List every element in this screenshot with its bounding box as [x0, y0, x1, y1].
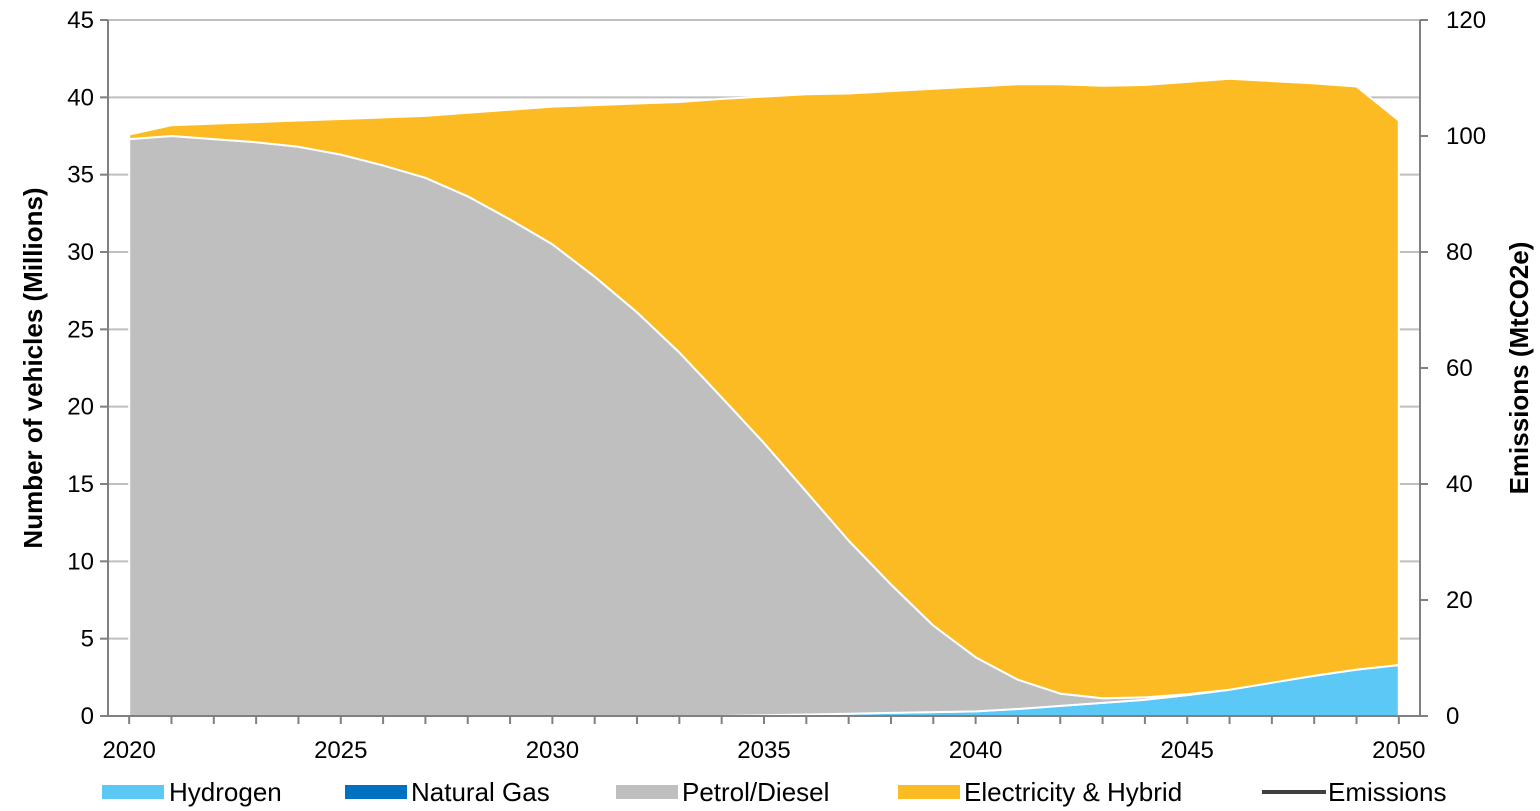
y-tick-label: 40 [67, 84, 94, 111]
legend-label-hydrogen: Hydrogen [169, 777, 282, 807]
legend-swatch-hydrogen [102, 785, 164, 799]
legend-swatch-electricity-hybrid [898, 785, 960, 799]
x-tick-label: 2040 [949, 737, 1002, 764]
legend-swatch-petrol-diesel [616, 785, 678, 799]
area-electricity-hybrid [128, 77, 1400, 700]
x-tick-label: 2050 [1372, 737, 1425, 764]
y-tick-label: 0 [81, 703, 94, 730]
y2-tick-label: 120 [1446, 7, 1486, 34]
y-tick-label: 10 [67, 548, 94, 575]
y2-tick-label: 40 [1446, 471, 1473, 498]
area-series [128, 77, 1400, 717]
y-tick-label: 45 [67, 7, 94, 34]
legend: Hydrogen Natural Gas Petrol/Diesel Electric… [102, 777, 1446, 807]
y-tick-label: 35 [67, 162, 94, 189]
y-tick-label: 25 [67, 316, 94, 343]
x-tick-label: 2045 [1161, 737, 1214, 764]
y-tick-label: 20 [67, 394, 94, 421]
x-tick-label: 2030 [526, 737, 579, 764]
y2-tick-label: 100 [1446, 123, 1486, 150]
x-tick-label: 2020 [102, 737, 155, 764]
legend-label-electricity-hybrid: Electricity & Hybrid [964, 777, 1182, 807]
legend-label-emissions: Emissions [1328, 777, 1446, 807]
y2-tick-label: 0 [1446, 703, 1459, 730]
x-tick-label: 2025 [314, 737, 367, 764]
x-tick-label: 2035 [737, 737, 790, 764]
axes [100, 19, 1428, 724]
y2-tick-label: 60 [1446, 355, 1473, 382]
y2-tick-label: 80 [1446, 239, 1473, 266]
legend-swatch-natural-gas [345, 785, 407, 799]
legend-label-natural-gas: Natural Gas [411, 777, 550, 807]
legend-label-petrol-diesel: Petrol/Diesel [682, 777, 829, 807]
y-axis-title: Number of vehicles (Millions) [18, 187, 48, 548]
y2-tick-label: 20 [1446, 587, 1473, 614]
y-tick-label: 30 [67, 239, 94, 266]
y-tick-label: 15 [67, 471, 94, 498]
y2-axis-title: Emissions (MtCO2e) [1504, 242, 1534, 495]
y-tick-label: 5 [81, 626, 94, 653]
